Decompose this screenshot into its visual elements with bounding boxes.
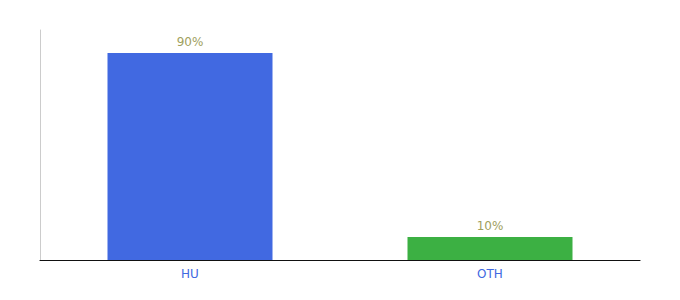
svg-text:OTH: OTH	[477, 267, 503, 281]
svg-text:HU: HU	[181, 267, 199, 281]
svg-text:10%: 10%	[477, 219, 504, 233]
svg-text:90%: 90%	[177, 35, 204, 49]
